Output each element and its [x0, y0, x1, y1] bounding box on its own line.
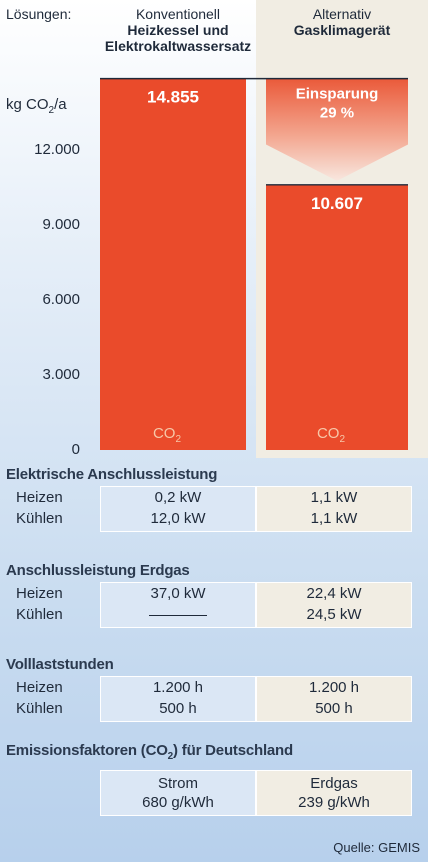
emission-erdgas-value: 239 g/kWh: [298, 794, 370, 811]
cell-alternative: 22,4 kW: [306, 585, 362, 602]
y-tick-label: 12.000: [34, 141, 80, 158]
emission-strom-name: Strom: [157, 775, 198, 792]
cell-conventional: 500 h: [159, 700, 197, 717]
savings-arrow: [266, 78, 408, 181]
not-applicable-dash: [149, 614, 207, 616]
co2-bar-chart: 14.855 10.607 Einsparung 29 % CO2 CO2: [100, 77, 408, 450]
emissions-title: Emissionsfaktoren (CO2) für Deutschland: [6, 742, 293, 762]
section-box-conventional: [100, 582, 256, 628]
section-box-conventional: [100, 676, 256, 722]
loesungen-label: Lösungen:: [6, 6, 72, 22]
emission-strom-value: 680 g/kWh: [142, 794, 214, 811]
cell-conventional: [100, 606, 256, 623]
savings-value: 29 %: [320, 105, 354, 122]
source-note: Quelle: GEMIS: [333, 840, 420, 855]
cell-conventional: 12,0 kW: [150, 510, 206, 527]
bar-value-label: 10.607: [311, 194, 363, 213]
y-tick-label: 3.000: [42, 366, 80, 383]
emission-box-strom: Strom 680 g/kWh: [100, 770, 256, 816]
emission-erdgas-name: Erdgas: [310, 775, 358, 792]
bar-base-co2-label: CO2: [317, 425, 346, 445]
bar-base-co2-label: CO2: [153, 425, 182, 445]
column-header-conventional: Konventionell Heizkessel und Elektrokalt…: [104, 6, 252, 54]
row-label: Kühlen: [16, 510, 63, 527]
cell-alternative: 500 h: [315, 700, 353, 717]
cell-conventional: 0,2 kW: [154, 489, 202, 506]
section-box-conventional: [100, 486, 256, 532]
section-title: Anschlussleistung Erdgas: [6, 562, 190, 579]
row-label: Heizen: [16, 489, 63, 506]
section-title: Volllaststunden: [6, 656, 114, 673]
section-box-alternative: [256, 676, 412, 722]
row-label: Kühlen: [16, 700, 63, 717]
cell-conventional: 1.200 h: [152, 679, 204, 696]
bar-value-label: 14.855: [147, 88, 199, 107]
section-box-alternative: [256, 486, 412, 532]
cell-alternative: 24,5 kW: [306, 606, 362, 623]
y-axis-unit-label: kg CO2/a: [6, 96, 67, 116]
y-tick-label: 0: [71, 441, 80, 458]
savings-label: Einsparung: [296, 86, 379, 103]
column-header-alternative: Alternativ Gasklimagerät: [293, 6, 391, 38]
row-label: Heizen: [16, 679, 63, 696]
section-title: Elektrische Anschlussleistung: [6, 466, 218, 483]
y-tick-label: 9.000: [42, 216, 80, 233]
cell-conventional: 37,0 kW: [150, 585, 206, 602]
bar-1: [100, 78, 246, 450]
row-label: Kühlen: [16, 606, 63, 623]
cell-alternative: 1,1 kW: [310, 510, 358, 527]
section-box-alternative: [256, 582, 412, 628]
row-label: Heizen: [16, 585, 63, 602]
y-tick-label: 6.000: [42, 291, 80, 308]
cell-alternative: 1.200 h: [308, 679, 360, 696]
cell-alternative: 1,1 kW: [310, 489, 358, 506]
emission-box-erdgas: Erdgas 239 g/kWh: [256, 770, 412, 816]
bar-2: [266, 184, 408, 450]
